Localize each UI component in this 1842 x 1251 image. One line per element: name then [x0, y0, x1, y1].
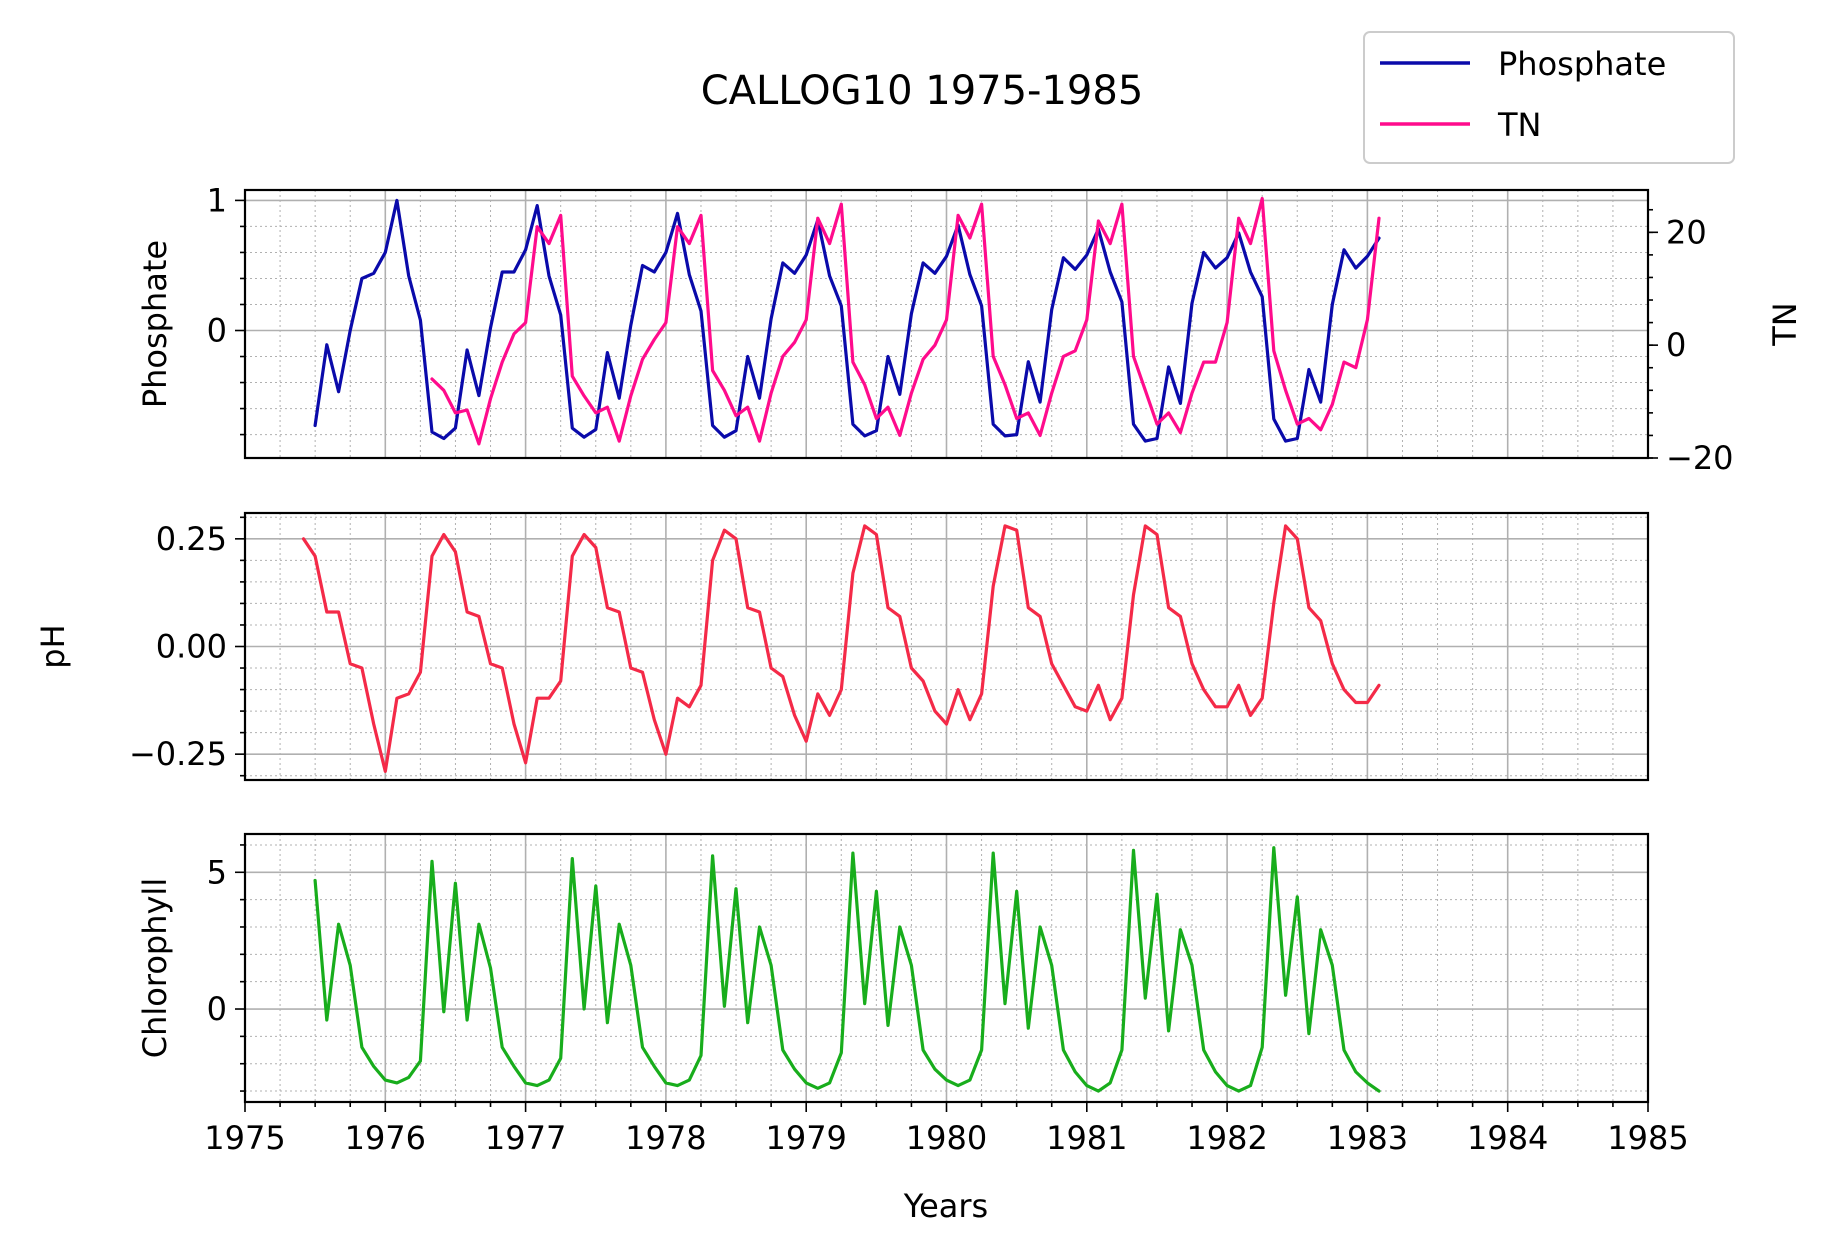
x-tick-label: 1979	[765, 1119, 846, 1157]
y-tick-label: 0.25	[156, 520, 227, 558]
y-tick-label: 0	[207, 990, 227, 1028]
y-tick-label: 5	[207, 853, 227, 891]
legend: Phosphate TN	[1363, 31, 1735, 164]
plot-frame	[243, 188, 1650, 460]
x-tick-label: 1976	[345, 1119, 426, 1157]
series-line-chlorophyll	[313, 846, 1381, 1093]
x-tick-label: 1977	[485, 1119, 566, 1157]
panel-phosphate: 1 0 Phosphate 20 0 −20 TN	[136, 181, 1804, 477]
x-tick-label: 1984	[1467, 1119, 1548, 1157]
plot-frame	[243, 832, 1650, 1104]
series-line-tn	[430, 196, 1381, 446]
y2-tick-label: 0	[1666, 326, 1686, 364]
x-axis-label: Years	[903, 1187, 988, 1225]
y2-axis-label-tn: TN	[1766, 302, 1804, 346]
series-line-phosphate	[313, 198, 1381, 443]
y-tick-label: −0.25	[129, 735, 227, 773]
x-tick-label: 1978	[625, 1119, 706, 1157]
x-tick-label: 1981	[1046, 1119, 1127, 1157]
legend-label-phosphate: Phosphate	[1498, 45, 1666, 83]
x-tick-label: 1985	[1607, 1119, 1688, 1157]
y-tick-label: 1	[207, 181, 227, 219]
panel-chlorophyll: 1975 1976 1977 1978 1979 1980 1981 1982 1983 1984…	[136, 832, 1689, 1157]
plot-frame	[243, 511, 1650, 782]
x-tick-label: 1975	[204, 1119, 285, 1157]
x-tick-label: 1982	[1186, 1119, 1267, 1157]
y-tick-label: 0	[207, 312, 227, 350]
figure-title: CALLOG10 1975-1985	[701, 68, 1144, 114]
panel-ph: 0.25 0.00 −0.25 pH	[34, 511, 1650, 782]
x-tick-label: 1983	[1327, 1119, 1408, 1157]
y-axis-label-phosphate: Phosphate	[136, 240, 174, 408]
legend-label-tn: TN	[1497, 106, 1541, 144]
y-axis-label-chlorophyll: Chlorophyll	[136, 878, 174, 1058]
y-tick-label: 0.00	[156, 628, 227, 666]
y2-tick-label: 20	[1666, 213, 1707, 251]
y-axis-label-ph: pH	[34, 624, 72, 668]
y2-tick-label: −20	[1666, 439, 1734, 477]
x-tick-label: 1980	[906, 1119, 987, 1157]
series-line-ph	[301, 524, 1381, 774]
